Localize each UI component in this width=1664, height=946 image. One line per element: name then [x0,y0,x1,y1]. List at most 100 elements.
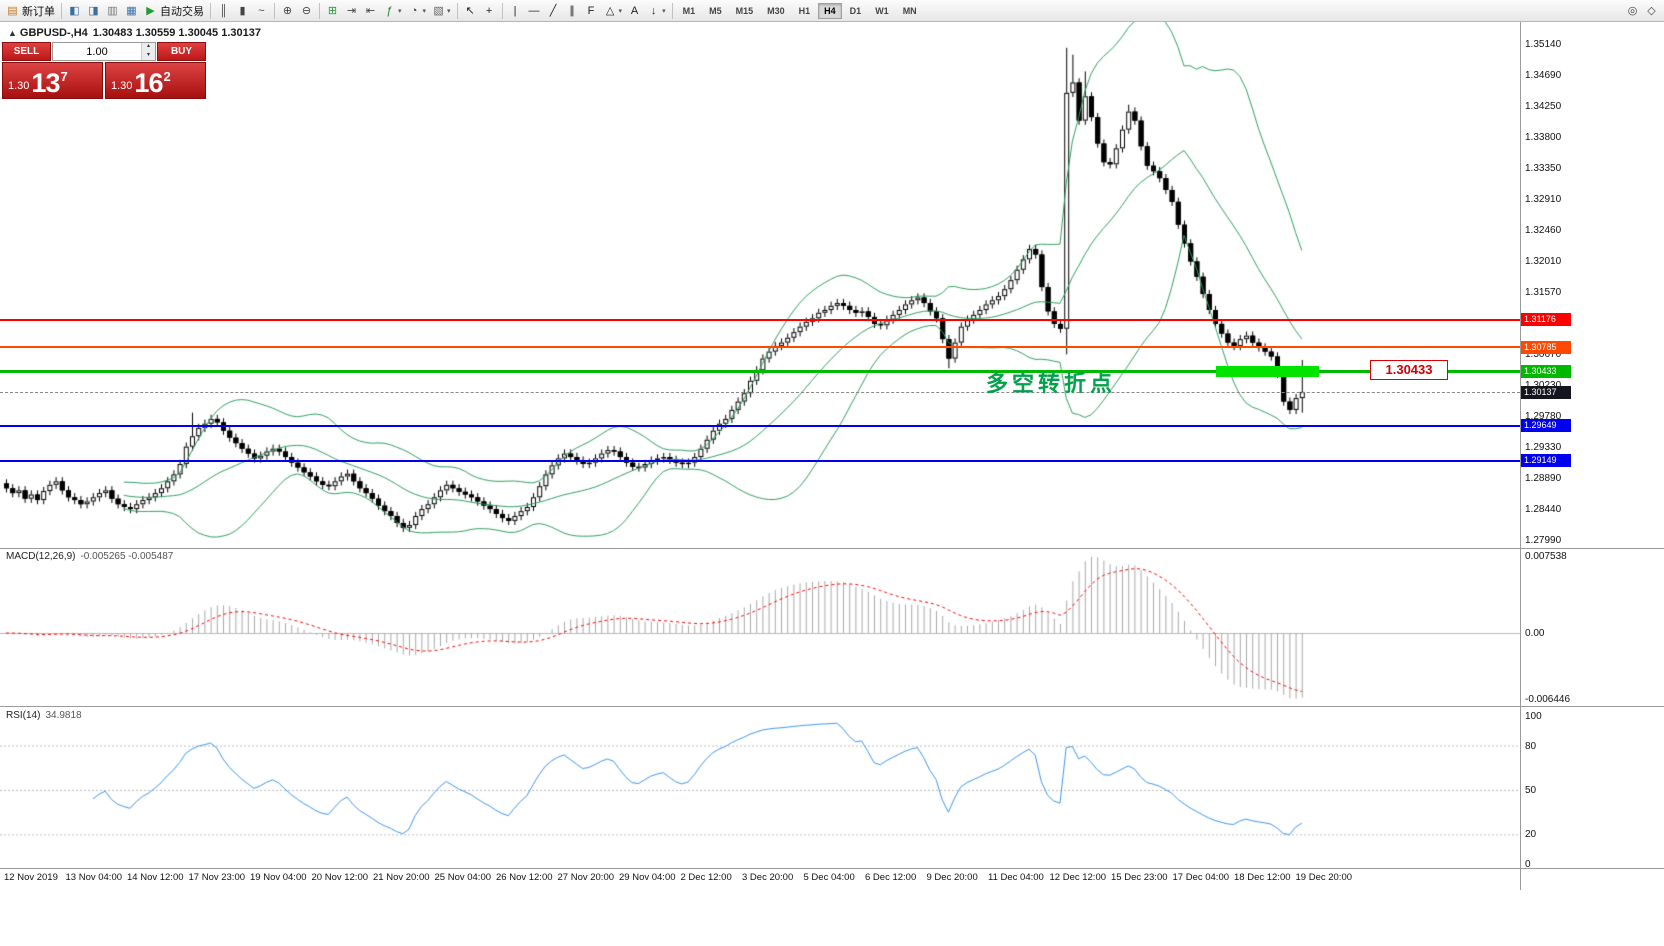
price-scale-label: 1.35140 [1525,39,1562,50]
sell-price-button[interactable]: 1.30 13 7 [2,62,103,99]
data-window-button[interactable]: ◨ [84,2,103,20]
bar-chart-button[interactable]: ║ [214,2,233,20]
cursor-icon: ↖ [465,4,475,17]
price-badge-1-29149: 1.29149 [1521,454,1571,468]
rsi-canvas[interactable] [0,707,1520,868]
autotrade-icon: ▶ [146,4,155,17]
price-scale-label: 1.33800 [1525,131,1562,143]
sell-price-big: 13 [31,68,60,98]
timeframe-d1-button[interactable]: D1 [849,5,862,16]
turning-point-annotation: 多空转折点 [986,371,1117,396]
highlight-band[interactable] [1216,366,1319,377]
horizontal-line-icon: — [528,4,540,17]
toolbar-right-group: ◎ ◇ [1623,2,1661,20]
chart-shift-icon: ⇤ [365,4,376,17]
arrow-tool-icon: ↓ [650,4,657,17]
zoom-in-button[interactable]: ⊕ [278,2,297,20]
timeframe-h1-button[interactable]: H1 [798,5,811,16]
one-click-trading-panel: SELL ▴ ▾ BUY 1.30 13 7 1.30 16 2 [2,42,206,99]
fibonacci-button[interactable]: F [582,2,601,20]
chevron-down-icon: ▾ [398,7,402,15]
auto-scroll-button[interactable]: ⇥ [342,2,361,20]
time-axis-label: 3 Dec 20:00 [742,872,794,883]
candlestick-chart-button[interactable]: ▮ [233,2,252,20]
sell-price-sup: 7 [60,69,68,84]
crosshair-button[interactable]: + [480,2,499,20]
chart-shift-button[interactable]: ⇤ [361,2,380,20]
new-order-button[interactable]: ▤ 新订单 [3,2,58,20]
timeframe-m30-button[interactable]: M30 [767,5,785,16]
templates-button[interactable]: ▧ ▾ [429,2,454,20]
macd-panel-divider[interactable] [0,548,1664,549]
chevron-down-icon: ▾ [662,7,666,15]
level-line-1-30433[interactable] [0,370,1520,374]
navigator-button[interactable]: ▥ [103,2,122,20]
vertical-line-button[interactable]: | [506,2,525,20]
line-chart-icon: ~ [258,4,265,17]
rsi-header: RSI(14) 34.9818 [6,710,82,721]
favorites-icon: ◇ [1647,4,1656,17]
price-chart-canvas[interactable] [0,22,1520,549]
rsi-scale-label: 0 [1525,859,1531,870]
shapes-button[interactable]: △ ▾ [601,2,626,20]
search-button[interactable]: ◎ [1623,2,1642,20]
horizontal-line-button[interactable]: — [525,2,544,20]
periods-icon: ◔ [410,4,418,17]
equidistant-channel-button[interactable]: ∥ [563,2,582,20]
level-line-1-29149[interactable] [0,459,1520,462]
price-scale-label: 1.27990 [1525,534,1562,546]
auto-scroll-icon: ⇥ [346,4,357,17]
crosshair-icon: + [485,4,493,17]
price-tag[interactable]: 1.30433 [1370,360,1448,380]
level-line-1-31176[interactable] [0,318,1520,321]
price-scale-label: 1.30230 [1525,380,1561,391]
favorites-button[interactable]: ◇ [1642,2,1661,20]
level-line-1-30785[interactable] [0,346,1520,349]
text-label-button[interactable]: A [625,2,644,20]
zoom-out-button[interactable]: ⊖ [297,2,316,20]
price-scale-label: 1.32010 [1525,256,1562,268]
market-watch-button[interactable]: ◧ [65,2,84,20]
symbol-period-label: GBPUSD-,H4 [19,27,88,39]
trendline-button[interactable]: ╱ [544,2,563,20]
toolbar-separator [61,2,62,19]
text-label-icon: A [630,4,639,17]
buy-price-sup: 2 [163,69,171,84]
timeframe-w1-button[interactable]: W1 [875,5,889,16]
autotrade-button[interactable]: ▶ 自动交易 [141,2,207,20]
shapes-icon: △ [605,4,615,17]
terminal-button[interactable]: ▦ [122,2,141,20]
arrow-tool-button[interactable]: ↓ ▾ [644,2,669,20]
timeframe-mn-button[interactable]: MN [902,5,917,16]
rsi-panel-divider[interactable] [0,706,1664,707]
indicators-button[interactable]: ƒ ▾ [380,2,405,20]
buy-price-button[interactable]: 1.30 16 2 [105,62,206,99]
price-scale-divider [1520,22,1521,890]
timeframe-m1-button[interactable]: M1 [682,5,696,16]
buy-button[interactable]: BUY [157,42,206,61]
templates-icon: ▧ [433,4,444,17]
sell-price-small: 1.30 [8,80,30,92]
volume-input[interactable] [53,43,141,60]
navigator-icon: ▥ [107,4,118,17]
sell-button[interactable]: SELL [2,42,51,61]
timeframe-m5-button[interactable]: M5 [709,5,722,16]
rsi-value: 34.9818 [45,710,82,721]
level-line-1-29649[interactable] [0,424,1520,427]
tile-windows-button[interactable]: ⊞ [323,2,342,20]
periods-button[interactable]: ◔ ▾ [405,2,430,20]
price-scale-label: 1.31570 [1525,286,1562,298]
price-scale-label: 1.33350 [1525,163,1562,175]
search-icon: ◎ [1627,4,1638,17]
timeframe-h4-button[interactable]: H4 [818,2,842,19]
volume-down-button[interactable]: ▾ [142,51,155,60]
line-chart-button[interactable]: ~ [252,2,271,20]
cursor-button[interactable]: ↖ [461,2,480,20]
volume-up-button[interactable]: ▴ [142,43,155,52]
price-badge-1-30785: 1.30785 [1521,340,1571,354]
price-scale-label: 1.32910 [1525,193,1562,205]
timeframe-m15-button[interactable]: M15 [735,5,754,16]
macd-canvas[interactable] [0,549,1520,706]
current-price-badge: 1.30137 [1521,385,1571,399]
